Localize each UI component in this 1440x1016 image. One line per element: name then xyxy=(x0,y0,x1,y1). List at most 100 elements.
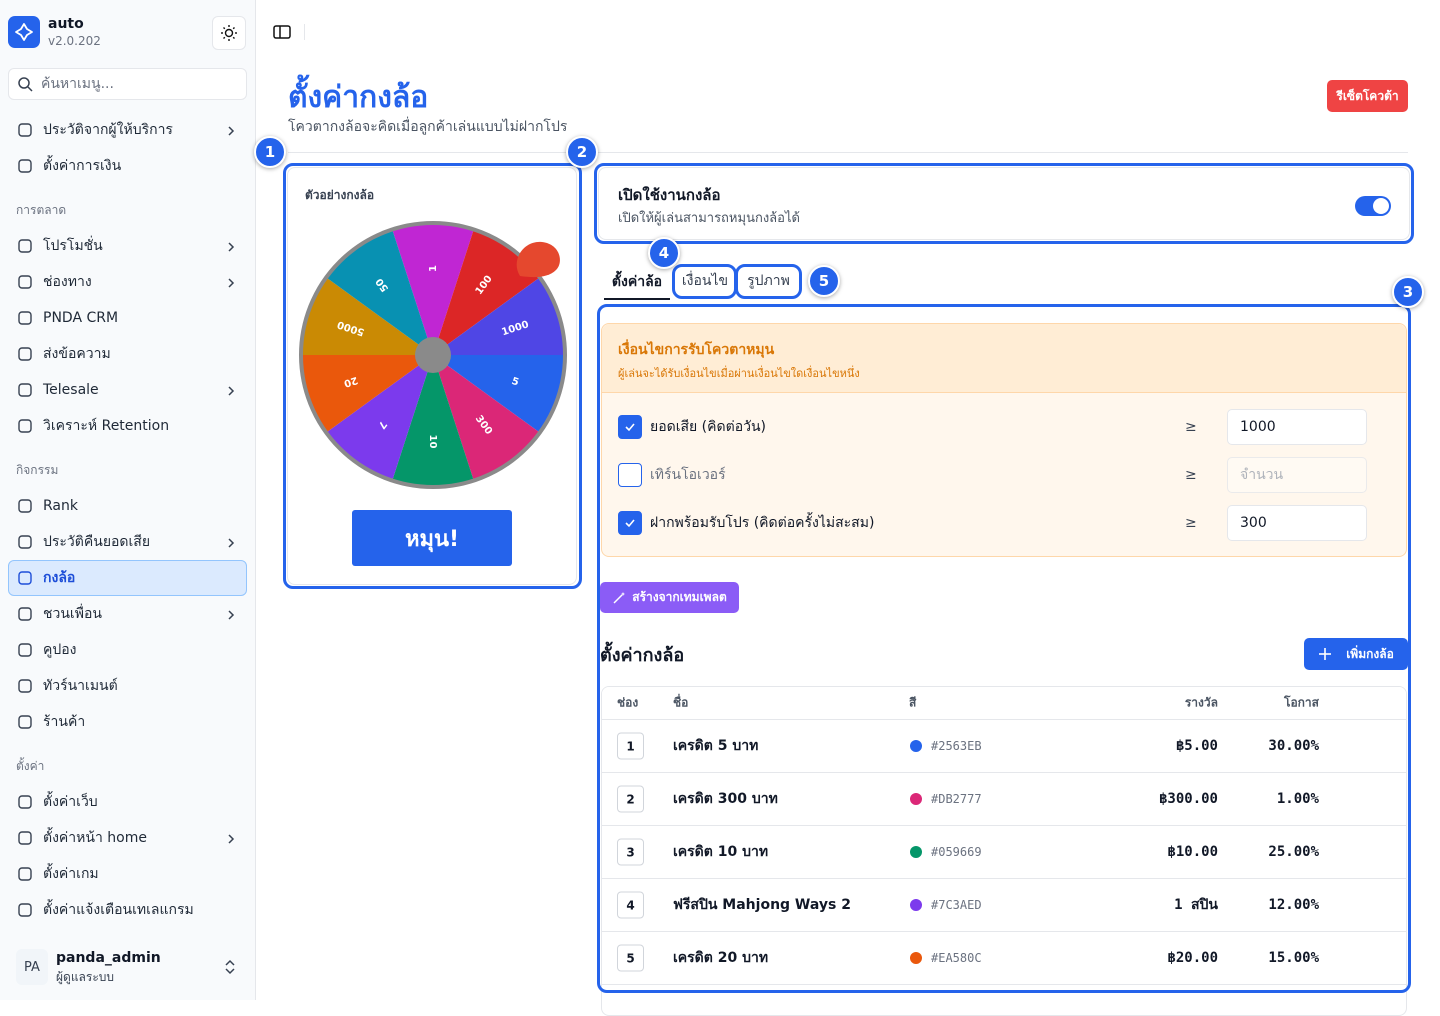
color-dot xyxy=(910,846,922,858)
nav-item[interactable]: Telesale xyxy=(8,372,247,408)
checkbox[interactable] xyxy=(618,463,642,487)
slot-number: 1 xyxy=(617,732,644,760)
template-button[interactable]: สร้างจากเทมเพลต xyxy=(600,582,739,613)
nav-item[interactable]: ประวัติจากผู้ให้บริการ xyxy=(8,112,247,148)
reward: 1 สปิน xyxy=(1174,897,1218,913)
chevron-line xyxy=(228,386,235,396)
condition-input[interactable]: จำนวน xyxy=(1227,457,1367,493)
theme-toggle[interactable] xyxy=(212,16,246,50)
slot-number: 2 xyxy=(617,785,644,813)
annotation-marker: 5 xyxy=(808,265,840,297)
color-hex: #DB2777 xyxy=(931,792,982,806)
check-line xyxy=(625,519,635,528)
nav-label: ชวนเพื่อน xyxy=(43,606,102,622)
condition-input[interactable]: 300 xyxy=(1227,505,1367,541)
reset-button[interactable]: รีเซ็ตโควต้า xyxy=(1327,80,1408,112)
wheel-segment xyxy=(392,355,474,487)
checkbox[interactable] xyxy=(618,511,642,535)
nav-icon xyxy=(18,123,32,137)
nav-label: กงล้อ xyxy=(43,570,76,586)
nav-item[interactable]: Rank xyxy=(8,488,247,524)
nav-label: Telesale xyxy=(43,382,99,398)
nav-item[interactable]: ร้านค้า xyxy=(8,704,247,740)
user-menu-icon[interactable] xyxy=(222,958,238,976)
icon-shape xyxy=(18,275,32,289)
nav-item[interactable]: ชวนเพื่อน xyxy=(8,596,247,632)
prize-name: ฟรีสปิน Mahjong Ways 2 xyxy=(673,897,851,913)
nav-icon xyxy=(18,643,32,657)
table-row: 5 เครดิต 20 บาท #EA580C ฿20.00 15.00% xyxy=(602,932,1406,985)
wheel-label: 10 xyxy=(427,434,438,448)
nav-section-title: การตลาด xyxy=(16,202,67,217)
nav-item[interactable]: ส่งข้อความ xyxy=(8,336,247,372)
nav-item[interactable]: ประวัติคืนยอดเสีย xyxy=(8,524,247,560)
spin-button[interactable]: หมุน! xyxy=(352,510,512,566)
annotation-marker: 4 xyxy=(648,237,680,269)
tab[interactable]: ตั้งค่าล้อ xyxy=(604,266,670,300)
sidebar-toggle[interactable] xyxy=(272,22,292,42)
nav-label: ร้านค้า xyxy=(43,714,86,730)
nav-item[interactable]: คูปอง xyxy=(8,632,247,668)
add-wheel-button[interactable]: เพิ่มกงล้อ xyxy=(1304,638,1408,670)
nav-item[interactable]: ตั้งค่าการเงิน xyxy=(8,148,247,184)
nav-item[interactable]: โปรโมชั่น xyxy=(8,228,247,264)
wheel-segment xyxy=(392,224,474,355)
nav-item[interactable]: ตั้งค่าแจ้งเตือนเทเลแกรม xyxy=(8,892,247,928)
preview-title: ตัวอย่างกงล้อ xyxy=(305,188,375,202)
icon-shape xyxy=(18,383,32,397)
nav-item[interactable]: วิเคราะห์ Retention xyxy=(8,408,247,444)
wheel-rim xyxy=(299,221,567,489)
icon-shape xyxy=(18,903,32,917)
add-wheel-label: เพิ่มกงล้อ xyxy=(1346,646,1394,661)
icon-shape xyxy=(18,607,32,621)
nav-label: ตั้งค่าการเงิน xyxy=(43,158,122,174)
wheel-label: 5 xyxy=(510,376,520,389)
template-button-label: สร้างจากเทมเพลต xyxy=(632,590,727,604)
toggle-knob xyxy=(1373,198,1389,214)
icon-shape xyxy=(18,499,32,513)
chevron-line xyxy=(228,242,235,252)
icon-shape xyxy=(18,159,32,173)
condition-input[interactable]: 1000 xyxy=(1227,409,1367,445)
nav-icon xyxy=(18,535,32,549)
conditions-description: ผู้เล่นจะได้รับเงื่อนไขเมื่อผ่านเงื่อนไข… xyxy=(618,367,860,380)
tab[interactable]: เงื่อนไข xyxy=(681,273,729,289)
app-version: v2.0.202 xyxy=(48,34,101,48)
table-title: ตั้งค่ากงล้อ xyxy=(600,645,685,666)
tab[interactable]: รูปภาพ xyxy=(747,273,790,289)
sidebar: auto v2.0.202 ค้นหาเมนู... ประวัติจากผู้… xyxy=(0,0,256,1000)
wheel-label: 1 xyxy=(428,265,439,272)
nav-item[interactable]: กงล้อ xyxy=(8,560,247,596)
search-box[interactable]: ค้นหาเมนู... xyxy=(8,68,247,100)
nav-item[interactable]: ช่องทาง xyxy=(8,264,247,300)
nav-item[interactable]: ตั้งค่าเว็บ xyxy=(8,784,247,820)
checkbox[interactable] xyxy=(618,415,642,439)
nav-item[interactable]: ตั้งค่าเกม xyxy=(8,856,247,892)
wheel-segment xyxy=(433,278,564,355)
color-hex: #7C3AED xyxy=(931,898,982,912)
page-title: ตั้งค่ากงล้อ xyxy=(288,80,429,115)
column-header: ช่อง xyxy=(617,695,639,710)
condition-label: เทิร์นโอเวอร์ xyxy=(650,467,726,483)
nav-icon xyxy=(18,715,32,729)
nav-icon xyxy=(18,867,32,881)
wheel-hub xyxy=(415,337,451,373)
icon-shape xyxy=(18,795,32,809)
nav-icon xyxy=(18,795,32,809)
nav-item[interactable]: ทัวร์นาเมนต์ xyxy=(8,668,247,704)
logo xyxy=(8,16,40,48)
nav-item[interactable]: PNDA CRM xyxy=(8,300,247,336)
nav-icon xyxy=(18,499,32,513)
annotation-box xyxy=(594,163,1414,244)
chance: 25.00% xyxy=(1268,844,1319,860)
nav-label: ตั้งค่าเกม xyxy=(43,866,99,882)
enable-toggle[interactable] xyxy=(1355,196,1391,216)
nav-icon xyxy=(18,903,32,917)
nav-icon xyxy=(18,383,32,397)
wand-icon xyxy=(613,591,626,604)
reward: ฿10.00 xyxy=(1167,844,1218,860)
user-name: panda_admin xyxy=(56,950,161,966)
nav-item[interactable]: ตั้งค่าหน้า home xyxy=(8,820,247,856)
